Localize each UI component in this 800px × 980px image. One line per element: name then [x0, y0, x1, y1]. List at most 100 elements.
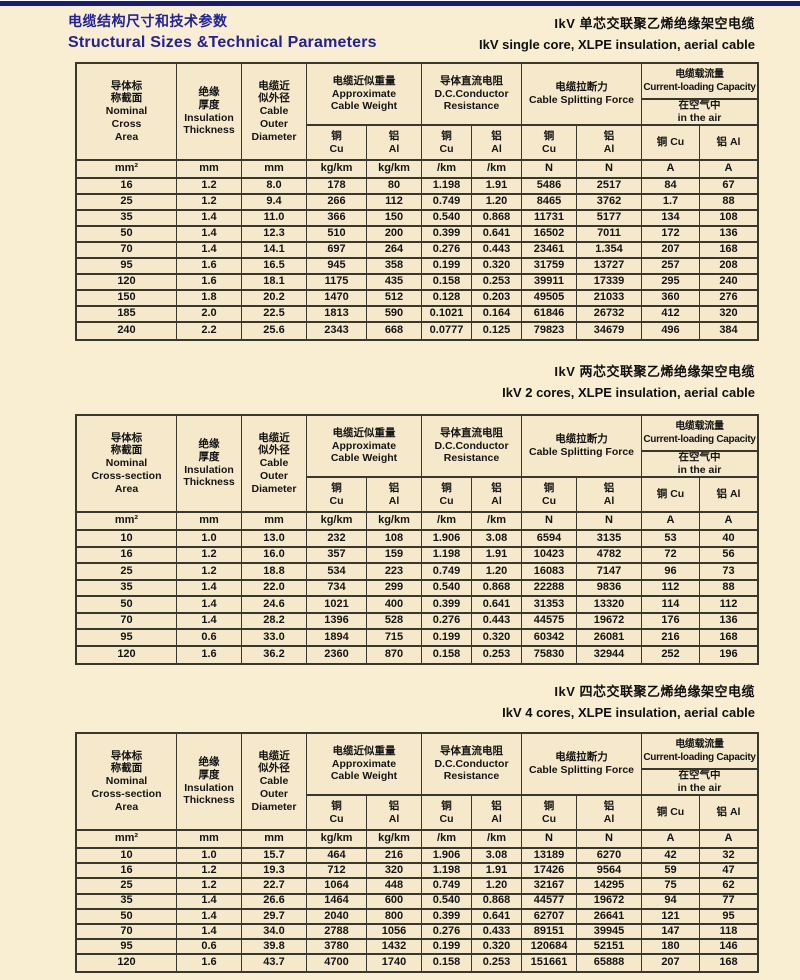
col-header-nominal: 导体标 称截面 Nominal Cross Area: [77, 64, 177, 161]
col-header-insulation: 绝缘 厚度 Insulation Thickness: [177, 416, 242, 513]
data-cell: 29.7: [242, 909, 307, 925]
data-cell: 168: [700, 630, 757, 647]
col-subheader-al: 铝 Al: [577, 796, 642, 831]
data-cell: 9.4: [242, 195, 307, 211]
data-cell: 32944: [577, 646, 642, 663]
data-cell: 357: [307, 547, 367, 564]
col-header-resistance: 导体直流电阻 D.C.Conductor Resistance: [422, 734, 522, 796]
data-cell: 0.540: [422, 894, 472, 910]
data-cell: 49505: [522, 291, 577, 307]
data-cell: 1.6: [177, 275, 242, 291]
data-cell: 31353: [522, 597, 577, 614]
col-subheader-al: 铝 Al: [577, 478, 642, 513]
data-cell: 0.320: [472, 259, 522, 275]
data-cell: 0.276: [422, 924, 472, 941]
data-cell: 320: [700, 307, 757, 323]
data-cell: 176: [642, 613, 700, 630]
data-cell: 50: [77, 597, 177, 614]
data-cell: 534: [307, 564, 367, 581]
unit-cell: N: [522, 831, 577, 849]
data-cell: 435: [367, 275, 422, 291]
data-cell: 1.4: [177, 580, 242, 597]
data-cell: 1813: [307, 307, 367, 323]
data-cell: 870: [367, 646, 422, 663]
data-cell: 13.0: [242, 531, 307, 548]
unit-cell: N: [522, 161, 577, 179]
data-cell: 32167: [522, 879, 577, 895]
data-cell: 5177: [577, 211, 642, 227]
unit-cell: mm: [177, 831, 242, 849]
data-cell: 39945: [577, 924, 642, 941]
data-cell: 1.198: [422, 864, 472, 880]
data-cell: 16502: [522, 227, 577, 243]
section3-heading: IkV 四芯交联聚乙烯绝缘架空电缆 IkV 4 cores, XLPE insu…: [0, 681, 755, 720]
data-cell: 4700: [307, 955, 367, 971]
data-cell: 0.868: [472, 894, 522, 910]
data-cell: 208: [700, 259, 757, 275]
unit-cell: kg/km: [307, 513, 367, 531]
data-cell: 3780: [307, 940, 367, 956]
unit-cell: kg/km: [367, 831, 422, 849]
data-cell: 44575: [522, 613, 577, 630]
data-cell: 112: [642, 580, 700, 597]
data-cell: 70: [77, 243, 177, 259]
data-cell: 0.749: [422, 879, 472, 895]
data-cell: 185: [77, 307, 177, 323]
section1-heading: IkV 单芯交联聚乙烯绝缘架空电缆 IkV single core, XLPE …: [479, 13, 755, 52]
data-cell: 59: [642, 864, 700, 880]
col-header-air: 在空气中 in the air: [642, 770, 757, 796]
data-cell: 207: [642, 955, 700, 971]
unit-cell: mm: [242, 161, 307, 179]
data-cell: 1.4: [177, 211, 242, 227]
data-cell: 216: [642, 630, 700, 647]
section2-heading-en: IkV 2 cores, XLPE insulation, aerial cab…: [502, 385, 755, 400]
data-cell: 366: [307, 211, 367, 227]
col-header-capacity: 电缆载流量 Current-loading Capacity: [642, 64, 757, 100]
data-cell: 80: [367, 179, 422, 195]
data-cell: 1.4: [177, 924, 242, 941]
data-cell: 11731: [522, 211, 577, 227]
col-header-weight: 电缆近似重量 Approximate Cable Weight: [307, 64, 422, 126]
data-cell: 121: [642, 909, 700, 925]
data-cell: 5486: [522, 179, 577, 195]
data-cell: 0.253: [472, 275, 522, 291]
data-cell: 1.20: [472, 879, 522, 895]
data-cell: 56: [700, 548, 757, 564]
data-cell: 800: [367, 909, 422, 925]
col-subheader-al: 铝 Al: [472, 478, 522, 513]
data-cell: 95: [77, 940, 177, 956]
data-cell: 1.6: [177, 955, 242, 971]
data-cell: 668: [367, 323, 422, 339]
data-cell: 6594: [522, 531, 577, 548]
data-cell: 150: [77, 291, 177, 307]
col-subheader-al: 铝 Al: [700, 478, 757, 513]
col-subheader-al: 铝 Al: [472, 126, 522, 161]
page-title-block: 电缆结构尺寸和技术参数 Structural Sizes &Technical …: [68, 11, 377, 52]
data-cell: 223: [367, 564, 422, 581]
data-cell: 0.158: [422, 955, 472, 971]
data-cell: 6270: [577, 849, 642, 865]
data-cell: 1740: [367, 955, 422, 971]
col-subheader-al: 铝 Al: [700, 126, 757, 161]
data-cell: 1.7: [642, 195, 700, 211]
col-header-insulation: 绝缘 厚度 Insulation Thickness: [177, 734, 242, 831]
data-cell: 28.2: [242, 613, 307, 630]
data-cell: 118: [700, 925, 757, 941]
data-cell: 79823: [522, 323, 577, 339]
data-cell: 276: [700, 291, 757, 307]
col-subheader-cu: 铜 Cu: [522, 478, 577, 513]
table-4-cores: 导体标 称截面 Nominal Cross-section Area 绝缘 厚度 …: [75, 732, 759, 973]
data-cell: 88: [700, 195, 757, 211]
unit-cell: N: [577, 161, 642, 179]
section2-heading-zh: IkV 两芯交联聚乙烯绝缘架空电缆: [554, 364, 755, 379]
data-cell: 0.1021: [422, 307, 472, 323]
data-cell: 512: [367, 291, 422, 307]
section3-heading-en: IkV 4 cores, XLPE insulation, aerial cab…: [502, 705, 755, 720]
data-cell: 1464: [307, 894, 367, 910]
data-cell: 200: [367, 227, 422, 243]
data-cell: 496: [642, 323, 700, 339]
unit-cell: A: [642, 831, 700, 849]
unit-cell: /km: [472, 831, 522, 849]
col-subheader-cu: 铜 Cu: [307, 478, 367, 513]
data-cell: 8465: [522, 195, 577, 211]
